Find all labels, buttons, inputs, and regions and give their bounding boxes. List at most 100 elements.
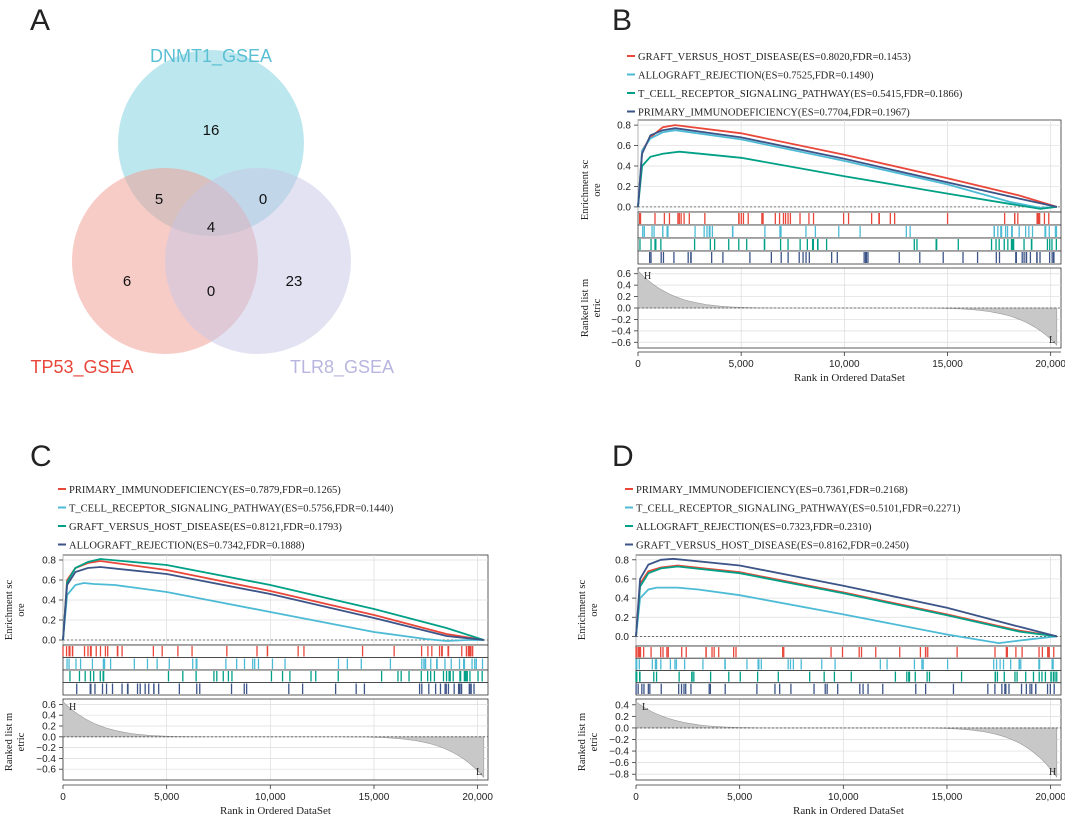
metric-tick-label: −0.2 (611, 315, 631, 326)
es-axis-label: Enrichment score (577, 579, 600, 640)
hit-row-frame (635, 657, 1062, 671)
metric-tick-label: −0.8 (609, 770, 629, 781)
es-tick-label: 0.0 (617, 202, 631, 213)
x-tick-label: 5,000 (729, 359, 754, 370)
es-curve-graft-versus-host-disease (635, 557, 1058, 638)
venn-count-all-three: 4 (207, 219, 215, 236)
es-tick-label: 0.2 (42, 616, 56, 627)
es-axis-label: Enrichment score (580, 159, 603, 220)
metric-axis-label-line: Ranked list m (580, 279, 591, 337)
es-curve-allograft-rejection (62, 566, 484, 641)
metric-axis-label: Ranked list metric (577, 713, 600, 771)
legend-entry: PRIMARY_IMMUNODEFICIENCY(ES=0.7704,FDR=0… (638, 108, 910, 119)
x-axis-label: Rank in Ordered DataSet (793, 805, 904, 817)
x-tick-label: 0 (635, 359, 641, 370)
metric-tick-label: 0.4 (617, 281, 631, 292)
metric-top-label: H (69, 702, 76, 713)
gsea-plot-b: GRAFT_VERSUS_HOST_DISEASE(ES=0.8020,FDR=… (580, 52, 1065, 384)
legend-entry: T_CELL_RECEPTOR_SIGNALING_PATHWAY(ES=0.5… (69, 504, 394, 515)
metric-axis-label: Ranked list metric (580, 279, 603, 337)
venn-circle-tlr8 (165, 168, 351, 354)
es-tick-label: 0.6 (615, 574, 629, 585)
es-tick-label: 0.8 (42, 556, 56, 567)
es-curve-t-cell-receptor-signaling-pathway (62, 582, 484, 642)
legend-entry: ALLOGRAFT_REJECTION(ES=0.7323,FDR=0.2310… (636, 522, 872, 533)
legend-entry: GRAFT_VERSUS_HOST_DISEASE(ES=0.8162,FDR=… (636, 541, 909, 552)
es-axis-label-line: Enrichment sc (577, 579, 588, 640)
metric-plot-frame (62, 698, 489, 781)
x-tick-label: 15,000 (359, 792, 390, 803)
x-tick-label: 20,000 (1035, 359, 1065, 370)
metric-tick-label: −0.6 (36, 765, 56, 776)
metric-tick-label: 0.4 (615, 700, 629, 711)
panel-label-c: C (30, 440, 52, 473)
x-tick-label: 20,000 (462, 792, 493, 803)
es-tick-label: 0.8 (617, 121, 631, 132)
metric-tick-label: −0.6 (609, 758, 629, 769)
metric-tick-label: −0.2 (36, 743, 56, 754)
hit-row-frame (637, 211, 1062, 226)
legend-entry: T_CELL_RECEPTOR_SIGNALING_PATHWAY(ES=0.5… (636, 504, 961, 515)
venn-count-tp53-only: 6 (123, 273, 131, 290)
metric-tick-label: −0.2 (609, 735, 629, 746)
venn-diagram: DNMT1_GSEA TP53_GSEA TLR8_GSEA 16 5 0 4 … (30, 46, 394, 378)
metric-tick-label: 0.2 (617, 292, 631, 303)
legend-entry: PRIMARY_IMMUNODEFICIENCY(ES=0.7361,FDR=0… (636, 485, 908, 496)
x-axis-label: Rank in Ordered DataSet (220, 805, 331, 817)
hit-row-frame (62, 669, 489, 683)
metric-tick-label: 0.2 (615, 712, 629, 723)
es-tick-label: 0.4 (615, 594, 629, 605)
metric-top-label: L (642, 702, 648, 713)
hit-row-frame (635, 645, 1062, 659)
hit-row-frame (637, 250, 1062, 265)
x-tick-label: 15,000 (932, 359, 963, 370)
es-tick-label: 0.2 (617, 182, 631, 193)
legend-entry: GRAFT_VERSUS_HOST_DISEASE(ES=0.8020,FDR=… (638, 52, 911, 63)
venn-label-dnmt1: DNMT1_GSEA (150, 46, 272, 67)
legend-entry: PRIMARY_IMMUNODEFICIENCY(ES=0.7879,FDR=0… (69, 485, 341, 496)
metric-tick-label: 0.0 (42, 732, 56, 743)
x-tick-label: 15,000 (932, 792, 963, 803)
es-axis-label-line: Enrichment sc (580, 159, 591, 220)
hit-row-frame (62, 682, 489, 696)
metric-axis-label-line: Ranked list m (4, 713, 15, 771)
es-curve-t-cell-receptor-signaling-pathway (635, 586, 1057, 645)
x-tick-label: 0 (60, 792, 66, 803)
es-tick-label: 0.0 (615, 632, 629, 643)
es-tick-label: 0.0 (42, 636, 56, 647)
metric-bottom-label: H (1049, 767, 1056, 778)
es-axis-label: Enrichment score (4, 579, 27, 640)
metric-tick-label: 0.4 (42, 711, 56, 722)
legend-entry: GRAFT_VERSUS_HOST_DISEASE(ES=0.8121,FDR=… (69, 522, 342, 533)
es-axis-label-line: ore (16, 603, 27, 617)
panel-label-d: D (612, 440, 634, 473)
venn-label-tlr8: TLR8_GSEA (290, 357, 394, 378)
es-tick-label: 0.4 (617, 162, 631, 173)
venn-count-dnmt1-tlr8: 0 (259, 191, 267, 208)
legend-entry: ALLOGRAFT_REJECTION(ES=0.7342,FDR=0.1888… (69, 541, 305, 552)
x-tick-label: 5,000 (727, 792, 752, 803)
venn-label-tp53: TP53_GSEA (30, 357, 133, 378)
gsea-plot-d: PRIMARY_IMMUNODEFICIENCY(ES=0.7361,FDR=0… (577, 485, 1065, 817)
legend-entry: T_CELL_RECEPTOR_SIGNALING_PATHWAY(ES=0.5… (638, 89, 963, 100)
venn-count-tlr8-only: 23 (286, 273, 303, 290)
metric-tick-label: −0.4 (609, 747, 629, 758)
x-tick-label: 20,000 (1035, 792, 1065, 803)
hit-row-frame (62, 644, 489, 658)
metric-tick-label: 0.0 (617, 304, 631, 315)
metric-axis-label-line: Ranked list m (577, 713, 588, 771)
metric-axis-label-line: etric (592, 298, 603, 317)
es-axis-label-line: ore (589, 603, 600, 617)
es-curve-graft-versus-host-disease (62, 558, 485, 641)
hit-row-frame (635, 682, 1062, 696)
es-tick-label: 0.6 (42, 576, 56, 587)
x-tick-label: 10,000 (829, 359, 860, 370)
metric-bottom-label: L (1049, 335, 1055, 346)
gsea-plot-c: PRIMARY_IMMUNODEFICIENCY(ES=0.7879,FDR=0… (4, 485, 493, 817)
metric-tick-label: 0.6 (617, 269, 631, 280)
es-tick-label: 0.4 (42, 596, 56, 607)
metric-tick-label: −0.4 (36, 754, 56, 765)
panel-label-a: A (30, 4, 50, 37)
metric-axis-label-line: etric (16, 732, 27, 751)
panel-label-b: B (612, 4, 632, 37)
